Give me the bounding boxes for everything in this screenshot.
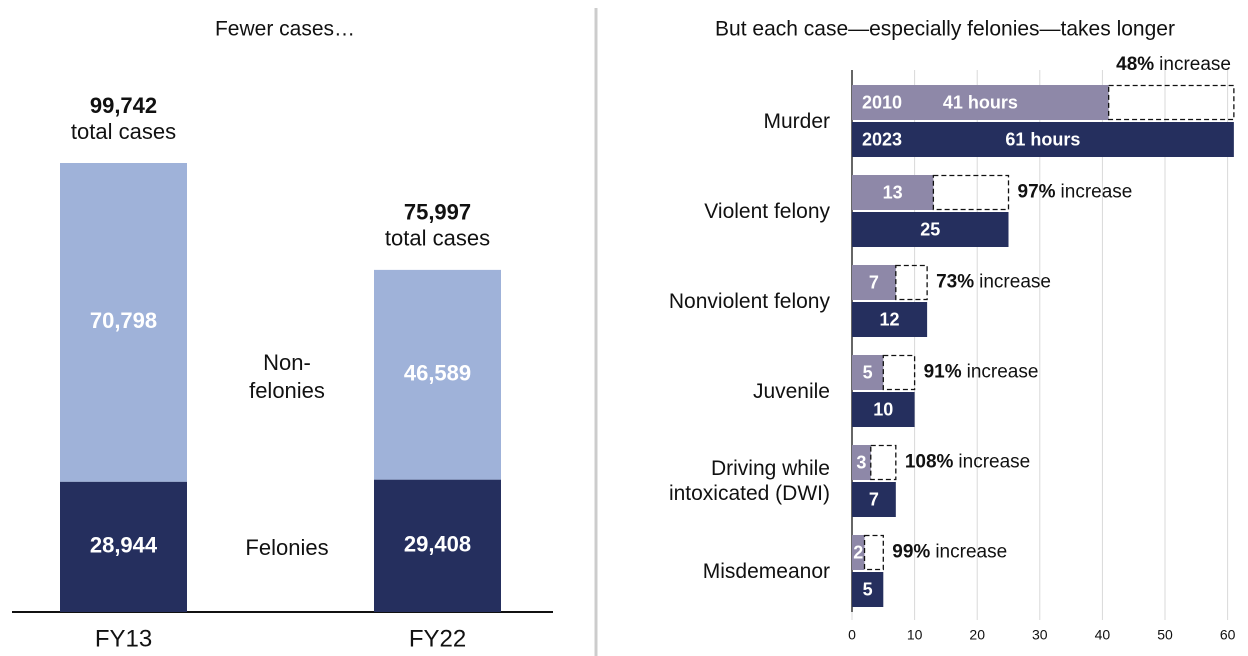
- total-label: 99,742: [90, 93, 157, 118]
- increase-box: [882, 354, 916, 391]
- value-label: 10: [873, 399, 893, 419]
- category-label: Driving while intoxicated (DWI): [668, 457, 830, 505]
- increase-box: [863, 534, 884, 571]
- increase-value: 91%: [924, 362, 962, 383]
- left-title: Fewer cases…: [215, 18, 355, 41]
- category-label: Misdemeanor: [702, 559, 830, 583]
- series-label: 2010: [862, 92, 902, 112]
- total-caption: total cases: [71, 119, 176, 144]
- value-label: 70,798: [90, 308, 157, 333]
- value-label: 7: [869, 272, 879, 292]
- value-label: 7: [869, 489, 879, 509]
- bar: [852, 122, 1234, 157]
- increase-word: increase: [967, 362, 1039, 383]
- category-label: Juvenile: [752, 379, 830, 403]
- bar: [852, 265, 896, 300]
- increase-word: increase: [958, 452, 1030, 473]
- value-label: 12: [880, 309, 900, 329]
- value-label: 29,408: [404, 532, 471, 557]
- value-label: 5: [863, 579, 873, 599]
- increase-value: 97%: [1018, 182, 1056, 203]
- increase-value: 108%: [905, 452, 954, 473]
- bar: [852, 302, 928, 337]
- increase-word: increase: [935, 542, 1007, 563]
- value-label: 25: [920, 219, 940, 239]
- x-tick-label: 30: [1032, 627, 1048, 643]
- bar-segment: [374, 479, 501, 612]
- bar: [852, 535, 865, 570]
- bar-segment: [374, 269, 501, 480]
- value-label: 61 hours: [1005, 129, 1080, 149]
- x-tick-label: 20: [969, 627, 985, 643]
- value-label: 13: [883, 182, 903, 202]
- bar: [852, 85, 1109, 120]
- increase-word: increase: [1159, 54, 1231, 75]
- x-tick-label: FY13: [95, 625, 152, 652]
- increase-label: 91% increase: [924, 362, 1039, 383]
- bar: [852, 175, 934, 210]
- increase-box: [932, 174, 1010, 211]
- increase-value: 73%: [936, 272, 974, 293]
- value-label: 2: [853, 542, 863, 562]
- value-label: 41 hours: [943, 92, 1018, 112]
- category-label: Nonviolent felony: [668, 289, 830, 313]
- bar: [852, 482, 896, 517]
- category-label: Murder: [763, 109, 830, 133]
- total-caption: total cases: [385, 226, 490, 251]
- value-label: 3: [856, 452, 866, 472]
- increase-word: increase: [979, 272, 1051, 293]
- bar: [852, 212, 1009, 247]
- value-label: 46,589: [404, 361, 471, 386]
- bar: [852, 355, 884, 390]
- increase-box: [895, 264, 928, 301]
- right-title: But each case—especially felonies—takes …: [715, 18, 1175, 41]
- x-tick-label: FY22: [409, 625, 466, 652]
- increase-box: [1108, 84, 1235, 121]
- increase-value: 99%: [892, 542, 930, 563]
- bar: [852, 392, 915, 427]
- total-label: 75,997: [404, 200, 471, 225]
- series-label: 2023: [862, 129, 902, 149]
- x-tick-label: 10: [907, 627, 923, 643]
- increase-label: 97% increase: [1018, 182, 1133, 203]
- increase-label: 99% increase: [892, 542, 1007, 563]
- increase-label: 108% increase: [905, 452, 1030, 473]
- increase-word: increase: [1061, 182, 1133, 203]
- increase-label: 73% increase: [936, 272, 1051, 293]
- x-tick-label: 60: [1220, 627, 1236, 643]
- value-label: 28,944: [90, 533, 158, 558]
- x-tick-label: 40: [1095, 627, 1111, 643]
- increase-label: 48% increase: [1116, 54, 1231, 75]
- legend-label: Felonies: [245, 534, 329, 560]
- increase-box: [870, 444, 897, 481]
- category-label: Violent felony: [704, 199, 830, 223]
- bar: [852, 572, 884, 607]
- bar: [852, 445, 871, 480]
- x-tick-label: 0: [848, 627, 856, 643]
- bar-segment: [60, 163, 187, 482]
- x-tick-label: 50: [1157, 627, 1173, 643]
- value-label: 5: [863, 362, 873, 382]
- bar-segment: [60, 481, 187, 612]
- increase-value: 48%: [1116, 54, 1154, 75]
- legend-label: Non-felonies: [249, 349, 325, 403]
